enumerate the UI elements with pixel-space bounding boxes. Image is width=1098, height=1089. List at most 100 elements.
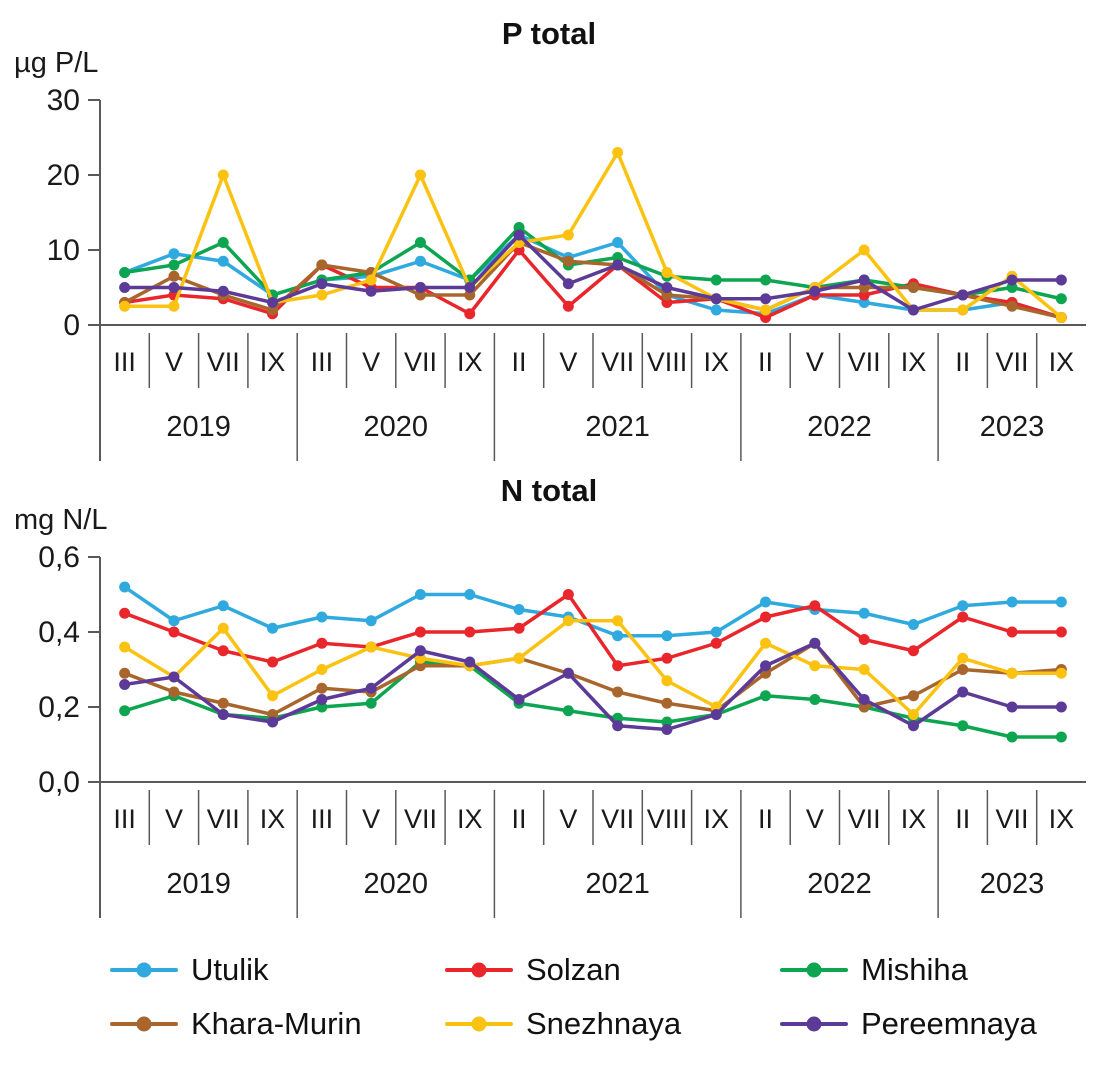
y-tick-label: 0,2 — [38, 691, 80, 724]
legend-marker-snezhnaya — [445, 1016, 513, 1032]
data-point-mishiha — [119, 705, 131, 717]
data-point-solzan — [267, 656, 279, 668]
y-tick-label: 10 — [47, 234, 80, 267]
data-point-snezhnaya — [119, 641, 131, 653]
y-tick-label: 20 — [47, 159, 80, 192]
data-point-pereemnaya — [267, 716, 279, 728]
data-point-snezhnaya — [1055, 667, 1067, 679]
month-label: VII — [848, 347, 881, 377]
data-point-utulik — [612, 630, 624, 642]
series-line-pereemnaya — [122, 233, 1064, 312]
data-point-solzan — [661, 652, 673, 664]
data-point-pereemnaya — [809, 637, 821, 649]
data-point-pereemnaya — [1006, 701, 1018, 713]
month-label: VII — [996, 347, 1029, 377]
data-point-snezhnaya — [267, 690, 279, 702]
data-point-khara-murin — [661, 697, 673, 709]
data-point-utulik — [119, 581, 131, 593]
month-label: IX — [901, 804, 927, 834]
data-point-solzan — [562, 589, 574, 600]
data-point-khara-murin — [168, 686, 180, 698]
year-label: 2020 — [364, 868, 429, 900]
data-point-pereemnaya — [513, 229, 525, 241]
data-point-khara-murin — [119, 667, 131, 679]
data-point-khara-murin — [907, 690, 919, 702]
data-point-utulik — [414, 589, 426, 600]
month-label: II — [512, 347, 527, 377]
month-label: V — [165, 804, 183, 834]
data-point-mishiha — [562, 705, 574, 717]
data-point-pereemnaya — [168, 282, 180, 293]
year-label: 2019 — [166, 411, 231, 443]
data-point-snezhnaya — [414, 169, 426, 181]
legend-marker-utulik — [110, 962, 178, 978]
month-label: IX — [703, 804, 729, 834]
y-tick-label: 30 — [47, 84, 80, 117]
data-point-snezhnaya — [365, 274, 377, 286]
legend-marker-dot — [136, 1016, 152, 1032]
data-point-pereemnaya — [562, 667, 574, 679]
data-point-utulik — [267, 622, 279, 634]
dual-line-chart-figure: P total µg P/L 30 20 10 0 III V VII IX III V VII IX… — [0, 8, 1098, 1042]
month-label: VII — [207, 347, 240, 377]
data-point-mishiha — [809, 694, 821, 705]
month-label: IX — [1049, 347, 1075, 377]
data-point-khara-murin — [1006, 300, 1018, 312]
month-label: VII — [404, 347, 437, 377]
data-point-utulik — [464, 589, 476, 600]
data-point-pereemnaya — [1055, 701, 1067, 713]
month-label: VII — [207, 804, 240, 834]
data-point-mishiha — [760, 690, 772, 702]
data-point-utulik — [414, 255, 426, 267]
legend-label: Solzan — [526, 952, 621, 987]
legend-item-utulik: Utulik — [110, 952, 445, 988]
data-point-solzan — [464, 626, 476, 638]
p-total-chart-block: P total µg P/L 30 20 10 0 III V VII IX III V VII IX… — [0, 8, 1098, 465]
data-point-pereemnaya — [612, 259, 624, 271]
month-label: VII — [601, 347, 634, 377]
data-point-utulik — [858, 607, 870, 619]
year-label: 2021 — [585, 411, 650, 443]
data-point-pereemnaya — [414, 645, 426, 657]
legend-label: Snezhnaya — [526, 1006, 682, 1041]
data-point-pereemnaya — [168, 671, 180, 683]
data-point-pereemnaya — [1055, 274, 1067, 286]
data-point-solzan — [1055, 626, 1067, 638]
data-point-solzan — [612, 660, 624, 672]
data-point-pereemnaya — [957, 289, 969, 301]
data-point-pereemnaya — [267, 297, 279, 308]
year-label: 2021 — [585, 868, 650, 900]
year-label: 2023 — [980, 411, 1045, 443]
month-label: V — [362, 804, 380, 834]
data-point-snezhnaya — [957, 304, 969, 316]
data-point-pereemnaya — [760, 660, 772, 672]
month-label: VII — [996, 804, 1029, 834]
data-point-utulik — [217, 600, 229, 612]
year-label: 2022 — [807, 868, 872, 900]
data-point-khara-murin — [316, 682, 328, 694]
data-point-pereemnaya — [1006, 274, 1018, 286]
data-point-pereemnaya — [612, 720, 624, 732]
data-point-pereemnaya — [710, 293, 722, 305]
data-point-mishiha — [217, 237, 229, 248]
data-point-solzan — [710, 637, 722, 649]
legend: Utulik Solzan Mishiha Khara-Murin Snezhnaya P… — [0, 952, 1098, 1042]
month-label: IX — [260, 804, 286, 834]
data-point-utulik — [168, 615, 180, 627]
data-point-khara-murin — [907, 282, 919, 293]
year-label: 2023 — [980, 868, 1045, 900]
data-point-mishiha — [957, 720, 969, 732]
data-point-snezhnaya — [907, 709, 919, 720]
legend-item-solzan: Solzan — [445, 952, 780, 988]
data-point-pereemnaya — [464, 282, 476, 293]
data-point-utulik — [316, 611, 328, 623]
month-label: V — [806, 804, 824, 834]
month-label: V — [362, 347, 380, 377]
month-label: IX — [260, 347, 286, 377]
legend-label: Utulik — [191, 952, 269, 987]
data-point-pereemnaya — [217, 285, 229, 297]
data-point-utulik — [710, 304, 722, 316]
data-point-pereemnaya — [858, 694, 870, 705]
data-point-solzan — [119, 607, 131, 619]
